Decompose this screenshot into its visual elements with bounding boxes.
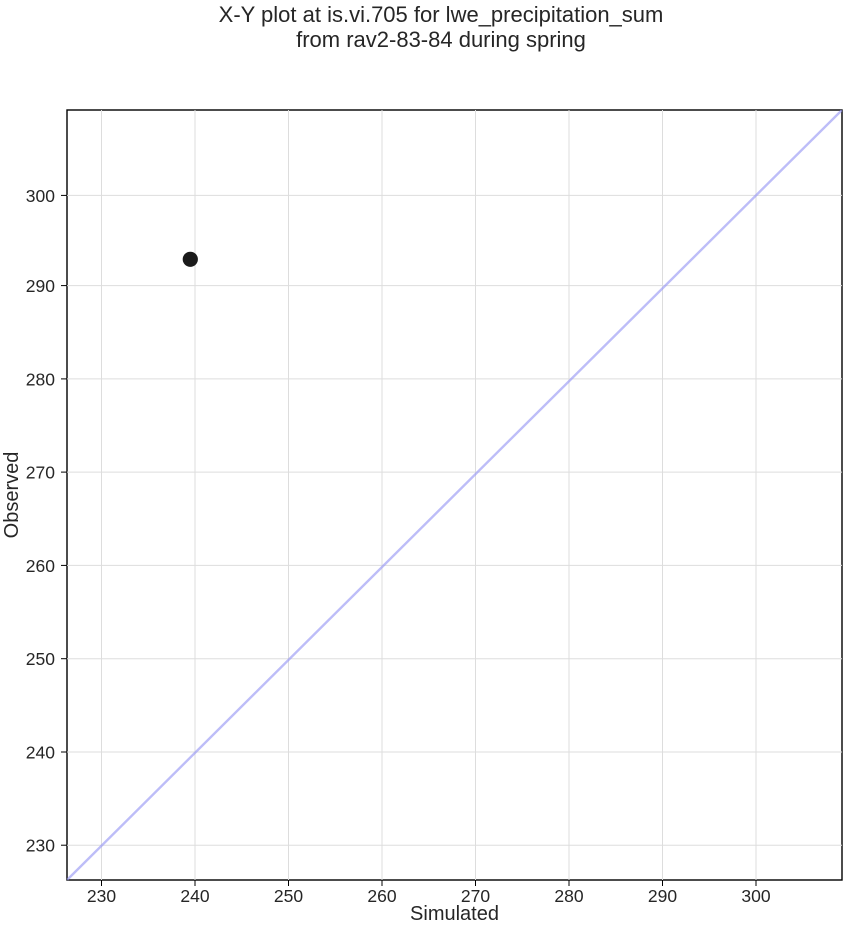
svg-text:300: 300 xyxy=(741,886,770,906)
svg-text:250: 250 xyxy=(26,649,55,669)
svg-text:280: 280 xyxy=(554,886,583,906)
svg-text:290: 290 xyxy=(26,276,55,296)
svg-text:250: 250 xyxy=(274,886,303,906)
svg-text:240: 240 xyxy=(180,886,209,906)
svg-text:260: 260 xyxy=(367,886,396,906)
svg-text:230: 230 xyxy=(87,886,116,906)
svg-text:280: 280 xyxy=(26,369,55,389)
svg-text:230: 230 xyxy=(26,836,55,856)
svg-text:X-Y plot at is.vi.705 for lwe_: X-Y plot at is.vi.705 for lwe_precipitat… xyxy=(219,2,664,27)
svg-text:240: 240 xyxy=(26,743,55,763)
svg-text:from rav2-83-84 during spring: from rav2-83-84 during spring xyxy=(296,27,586,52)
svg-text:300: 300 xyxy=(26,186,55,206)
svg-text:Observed: Observed xyxy=(1,452,23,539)
svg-text:260: 260 xyxy=(26,556,55,576)
svg-text:290: 290 xyxy=(648,886,677,906)
svg-text:270: 270 xyxy=(26,463,55,483)
svg-text:Simulated: Simulated xyxy=(410,903,499,925)
